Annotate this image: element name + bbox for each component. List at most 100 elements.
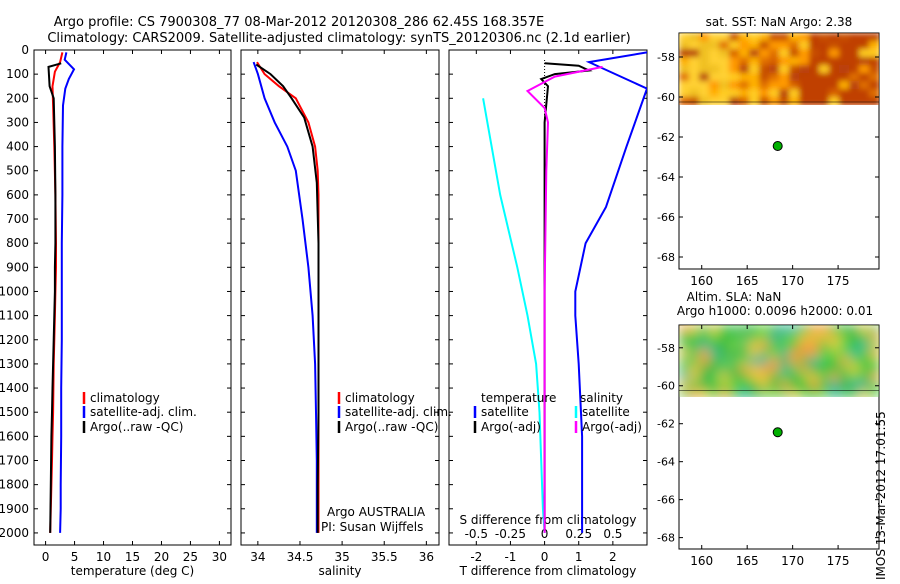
map-field-cell [719, 81, 730, 90]
map-field-cell [869, 33, 879, 42]
map-field-cell [839, 381, 850, 390]
map-field-cell [709, 357, 720, 366]
map-field-cell [739, 389, 750, 397]
map-field-cell [759, 357, 770, 366]
map-field-cell [819, 333, 830, 342]
map-lat-label: -66 [657, 211, 675, 224]
x-tick-label: 20 [154, 550, 169, 564]
map-field-cell [719, 357, 730, 366]
map-field-cell [719, 389, 730, 397]
map-field-cell [719, 41, 730, 50]
map-field-cell [789, 41, 800, 50]
map-field-cell [849, 57, 860, 66]
map-field-cell [699, 365, 710, 374]
map-field-cell [799, 381, 810, 390]
map-lat-label: -62 [657, 131, 675, 144]
map-field-cell [819, 57, 830, 66]
legend-label: satellite-adj. clim. [345, 405, 452, 419]
panel-frame [33, 49, 232, 546]
map-field-cell [809, 65, 820, 74]
map-field-cell [749, 41, 760, 50]
map-field-cell [689, 73, 700, 82]
map-field-cell [849, 97, 860, 105]
map-field-cell [779, 357, 790, 366]
x-tick-label: 25 [183, 550, 198, 564]
map-field-cell [869, 57, 879, 66]
map-field-cell [679, 41, 690, 50]
depth-tick-label: 600 [6, 188, 29, 202]
legend-difference: temperature salinitysatelliteArgo(-adj)sa… [473, 391, 642, 434]
map-field-cell [759, 89, 770, 98]
map-field-cell [789, 341, 800, 350]
map-lat-label: -60 [657, 91, 675, 104]
map-field-cell [769, 73, 780, 82]
map-field-cell [859, 325, 870, 334]
map-field-cell [709, 381, 720, 390]
map-field-cell [699, 357, 710, 366]
map-field-cell [849, 357, 860, 366]
map-field-cell [849, 341, 860, 350]
map-field-cell [809, 389, 820, 397]
map-field-cell [679, 365, 690, 374]
figure-title-line1: Argo profile: CS 7900308_77 08-Mar-2012 … [54, 15, 544, 30]
map-field-cell [859, 373, 870, 382]
map-field-cell [749, 49, 760, 58]
map-field-cell [829, 33, 840, 42]
map-field-cell [829, 73, 840, 82]
map-field-cell [799, 373, 810, 382]
map-field-cell [709, 73, 720, 82]
map-field-cell [829, 389, 840, 397]
map-field-cell [829, 365, 840, 374]
map-field-cell [779, 89, 790, 98]
map-field-cell [809, 333, 820, 342]
depth-tick-label: 1700 [0, 453, 29, 467]
map-field-cell [859, 333, 870, 342]
map-field-cell [829, 341, 840, 350]
map-field-cell [839, 49, 850, 58]
map-field-cell [789, 365, 800, 374]
map-field-cell [739, 349, 750, 358]
map-field-cell [839, 73, 850, 82]
map-field-cell [809, 41, 820, 50]
map-field-cell [809, 365, 820, 374]
map-field-cell [769, 341, 780, 350]
map-field-cell [749, 373, 760, 382]
map-field-cell [789, 57, 800, 66]
map-field-cell [769, 81, 780, 90]
map-field-cell [789, 389, 800, 397]
legend-label: satellite [481, 405, 529, 419]
map-field-cell [689, 65, 700, 74]
depth-tick-label: 1400 [0, 381, 29, 395]
map-field-cell [689, 373, 700, 382]
map-field-cell [829, 349, 840, 358]
map-field-cell [779, 349, 790, 358]
map-field-cell [859, 41, 870, 50]
map-field-cell [829, 57, 840, 66]
map-field-cell [759, 381, 770, 390]
map-field-cell [809, 381, 820, 390]
map-field-cell [789, 333, 800, 342]
map-field-cell [749, 73, 760, 82]
map-field-cell [679, 81, 690, 90]
depth-tick-label: 0 [21, 43, 29, 57]
map-field-cell [729, 97, 740, 105]
depth-tick-label: 1500 [0, 405, 29, 419]
map-field-cell [679, 57, 690, 66]
map-field-cell [689, 57, 700, 66]
map-field-cell [709, 373, 720, 382]
map-field-cell [779, 65, 790, 74]
map-field-cell [809, 81, 820, 90]
depth-tick-label: 800 [6, 236, 29, 250]
map-field-cell [689, 89, 700, 98]
profile-panel-2: 34 34.5 35 35.5 36 salinity [240, 49, 440, 578]
x-tick-label: 0 [541, 550, 549, 564]
map-field-cell [679, 97, 690, 105]
map-field-cell [709, 81, 720, 90]
map-field-cell [769, 325, 780, 334]
map-field-cell [839, 97, 850, 105]
depth-tick-label: 500 [6, 164, 29, 178]
map-field-cell [729, 349, 740, 358]
top-tick-label: -0.25 [495, 527, 526, 541]
